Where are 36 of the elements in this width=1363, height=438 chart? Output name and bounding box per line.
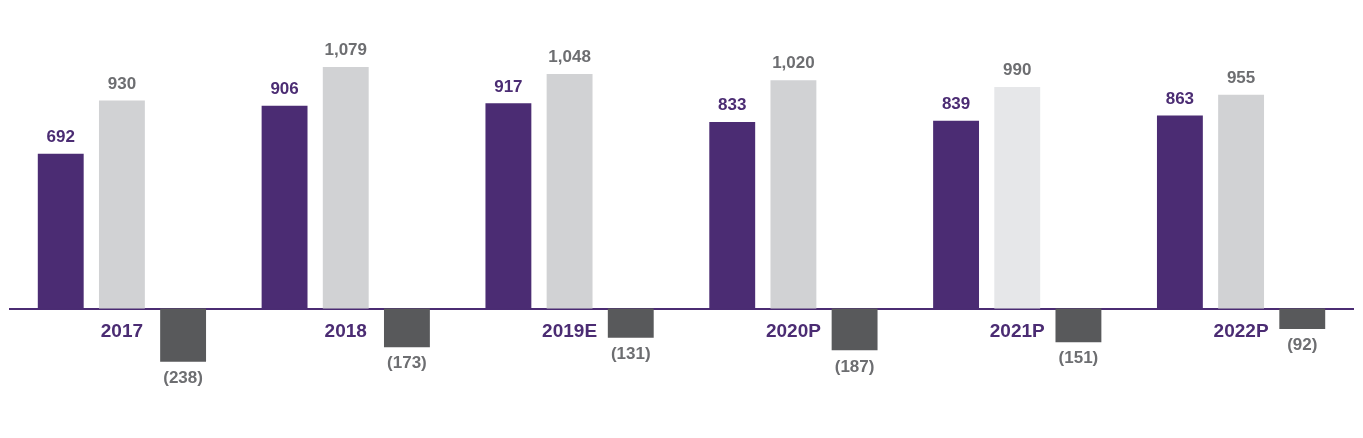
- data-label: 833: [718, 95, 747, 115]
- data-label: 955: [1226, 68, 1256, 88]
- bar: [1055, 308, 1102, 343]
- data-label: (92): [1287, 335, 1318, 355]
- bar: [831, 308, 878, 351]
- data-label: 1,048: [548, 47, 591, 67]
- bar: [98, 100, 145, 309]
- bar: [160, 308, 207, 362]
- data-label: 839: [941, 93, 971, 113]
- bar: [322, 67, 369, 309]
- bar: [1218, 94, 1265, 309]
- data-label: 1,020: [772, 53, 815, 73]
- data-label: (151): [1058, 348, 1099, 368]
- x-tick-label: 2022P: [1213, 320, 1269, 342]
- data-label: 863: [1165, 88, 1195, 108]
- x-tick-label: 2021P: [989, 320, 1046, 342]
- data-label: (238): [163, 367, 203, 387]
- data-label: 692: [46, 126, 75, 146]
- data-label: 906: [270, 78, 299, 98]
- data-label: (131): [610, 344, 651, 363]
- bar: [770, 80, 817, 309]
- bar: [607, 308, 654, 338]
- x-tick-label: 2019E: [542, 320, 598, 342]
- x-tick-label: 2020P: [765, 320, 822, 342]
- bar: [383, 308, 430, 348]
- x-tick-label: 2017: [100, 320, 144, 342]
- bar: [994, 86, 1041, 309]
- data-label: 990: [1003, 60, 1032, 80]
- data-label: (173): [387, 353, 427, 373]
- bar: [546, 74, 593, 309]
- x-tick-label: 2018: [324, 320, 367, 342]
- data-label: 930: [107, 73, 137, 93]
- bar: [1279, 308, 1326, 330]
- data-label: 1,079: [324, 40, 368, 60]
- data-label: (187): [834, 356, 875, 376]
- data-label: 917: [494, 76, 523, 96]
